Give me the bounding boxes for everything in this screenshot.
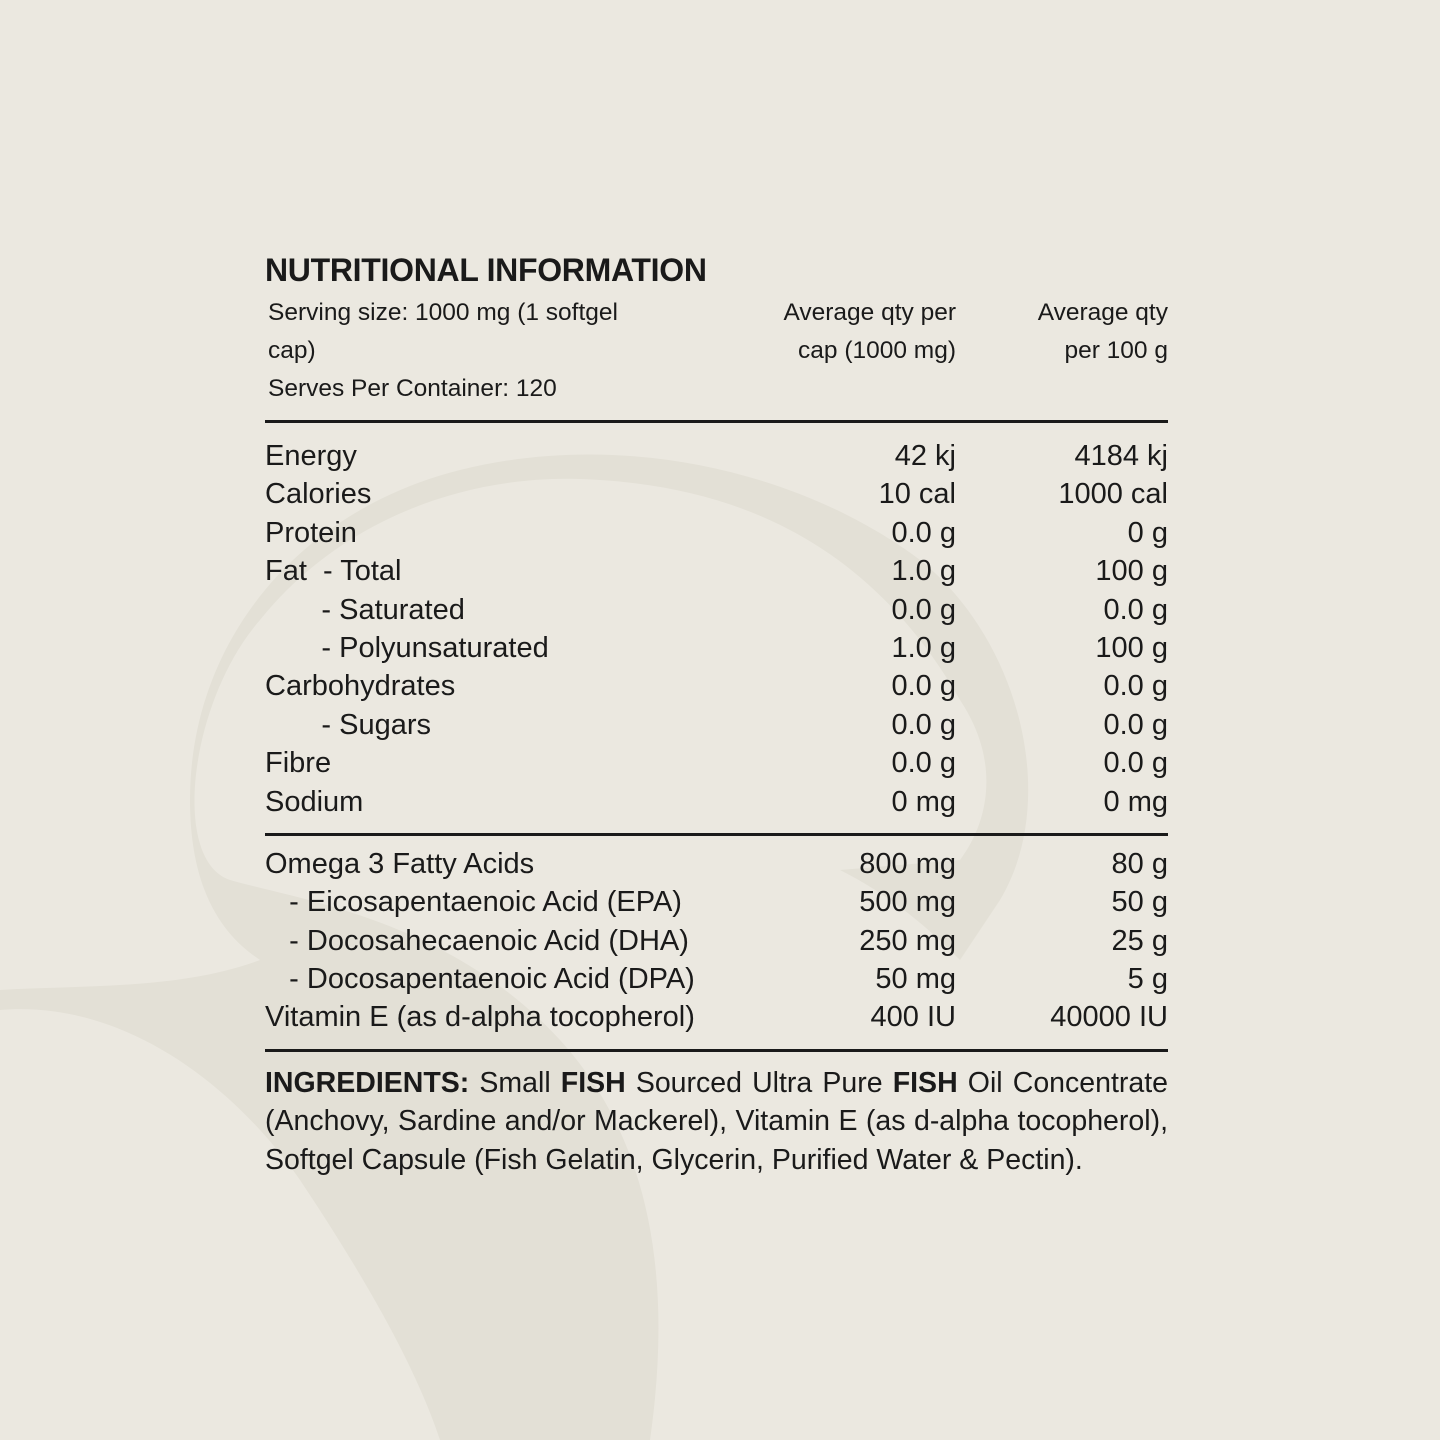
nutrient-label: Sodium (265, 785, 364, 818)
table-row: Fibre 0.0 g 0.0 g (265, 744, 1168, 782)
page-title: NUTRITIONAL INFORMATION (265, 252, 707, 288)
nutrient-label: Omega 3 Fatty Acids (265, 847, 535, 880)
col-per-cap-header-2: cap (1000 mg) (798, 337, 956, 364)
per-cap-value: 0 mg (891, 785, 956, 818)
per-cap-value: 500 mg (859, 886, 956, 919)
per-cap-value: 42 kj (894, 440, 956, 472)
per-100g-value: 1000 cal (1058, 478, 1168, 511)
table-row: Protein 0.0 g 0 g (265, 514, 1168, 552)
table-row: Calories 10 cal 1000 cal (265, 475, 1168, 513)
per-cap-value: 0.0 g (891, 593, 957, 626)
per-cap-value: 0.0 g (891, 708, 957, 741)
table-row: - Polyunsaturated 1.0 g 100 g (265, 629, 1168, 667)
per-100g-value: 50 g (1111, 886, 1168, 919)
per-100g-value: 0 g (1127, 516, 1168, 549)
per-100g-value: 100 g (1095, 555, 1168, 588)
nutrition-panel: NUTRITIONAL INFORMATION Serving size: 10… (265, 250, 1168, 1179)
per-100g-value: 80 g (1111, 847, 1168, 880)
col-per-100g-header-2: per 100 g (1064, 337, 1168, 364)
per-100g-value: 100 g (1095, 631, 1168, 664)
table-row: - Docosahecaenoic Acid (DHA) 250 mg 25 g (265, 922, 1168, 960)
serves-per-container: Serves Per Container: 120 (268, 375, 557, 402)
per-cap-value: 50 mg (875, 963, 956, 996)
col-per-cap-header: Average qty per (783, 299, 956, 326)
table-row: Omega 3 Fatty Acids 800 mg 80 g (265, 845, 1168, 883)
per-cap-value: 10 cal (878, 478, 956, 511)
serving-size: Serving size: 1000 mg (1 softgel cap) (268, 299, 618, 364)
per-100g-value: 40000 IU (1050, 1001, 1168, 1034)
divider (265, 832, 1168, 836)
per-cap-value: 1.0 g (891, 555, 957, 588)
nutrient-label: - Saturated (265, 593, 465, 626)
divider (265, 420, 1168, 423)
table-row: Carbohydrates 0.0 g 0.0 g (265, 667, 1168, 705)
table-header: Serving size: 1000 mg (1 softgel cap) Ser… (265, 294, 1168, 408)
per-100g-value: 0.0 g (1103, 670, 1169, 703)
per-cap-value: 250 mg (859, 924, 956, 957)
nutrient-label: - Docosapentaenoic Acid (DPA) (265, 963, 695, 996)
ingredients-part: Sourced Ultra Pure (625, 1066, 893, 1099)
table-row: Fat - Total 1.0 g 100 g (265, 552, 1168, 590)
per-100g-value: 25 g (1111, 924, 1168, 957)
nutrient-label: Calories (265, 478, 372, 511)
per-100g-value: 0.0 g (1103, 708, 1169, 741)
ingredients-bold: FISH (892, 1066, 958, 1099)
nutrient-label: Fibre (265, 747, 332, 780)
ingredients-part: Oil Concentrate (Anchovy, Sardine and/or… (265, 1066, 1168, 1176)
nutrient-label: Protein (265, 516, 357, 549)
per-100g-value: 0.0 g (1103, 593, 1169, 626)
per-cap-value: 1.0 g (891, 631, 957, 664)
per-cap-value: 0.0 g (891, 747, 957, 780)
per-100g-value: 0 mg (1103, 785, 1168, 818)
table-row: Vitamin E (as d-alpha tocopherol) 400 IU 4… (265, 998, 1168, 1036)
divider (265, 1048, 1168, 1052)
nutrient-label: Fat - Total (265, 555, 402, 588)
col-per-100g-header: Average qty (1037, 299, 1168, 326)
nutrient-label: Energy (265, 440, 357, 472)
per-100g-value: 0.0 g (1103, 747, 1169, 780)
ingredients-label: INGREDIENTS: (265, 1066, 470, 1099)
table-row: - Sugars 0.0 g 0.0 g (265, 706, 1168, 744)
table-row: - Docosapentaenoic Acid (DPA) 50 mg 5 g (265, 960, 1168, 998)
nutrient-label: - Docosahecaenoic Acid (DHA) (265, 924, 689, 957)
fatty-acid-rows: Omega 3 Fatty Acids 800 mg 80 g - Eicosape… (265, 836, 1168, 1037)
per-cap-value: 0.0 g (891, 516, 957, 549)
nutrient-label: Carbohydrates (265, 670, 456, 703)
nutrient-label: - Eicosapentaenoic Acid (EPA) (265, 886, 682, 919)
nutrient-rows: Energy 42 kj 4184 kj Calories 10 cal 1000 cal… (265, 423, 1168, 821)
per-100g-value: 4184 kj (1074, 440, 1168, 472)
nutrient-label: - Sugars (265, 708, 431, 741)
nutrient-label: Vitamin E (as d-alpha tocopherol) (265, 1001, 695, 1034)
table-row: - Eicosapentaenoic Acid (EPA) 500 mg 50 g (265, 883, 1168, 921)
table-row: - Saturated 0.0 g 0.0 g (265, 591, 1168, 629)
per-cap-value: 0.0 g (891, 670, 957, 703)
per-cap-value: 400 IU (870, 1001, 956, 1034)
nutrient-label: - Polyunsaturated (265, 631, 549, 664)
ingredients-part: Small (469, 1066, 561, 1099)
ingredients-text: INGREDIENTS: Small FISH Sourced Ultra Pu… (265, 1064, 1168, 1180)
per-100g-value: 5 g (1127, 963, 1168, 996)
table-row: Energy 42 kj 4184 kj (265, 437, 1168, 475)
table-row: Sodium 0 mg 0 mg (265, 783, 1168, 821)
per-cap-value: 800 mg (859, 847, 956, 880)
ingredients-bold: FISH (560, 1066, 626, 1099)
